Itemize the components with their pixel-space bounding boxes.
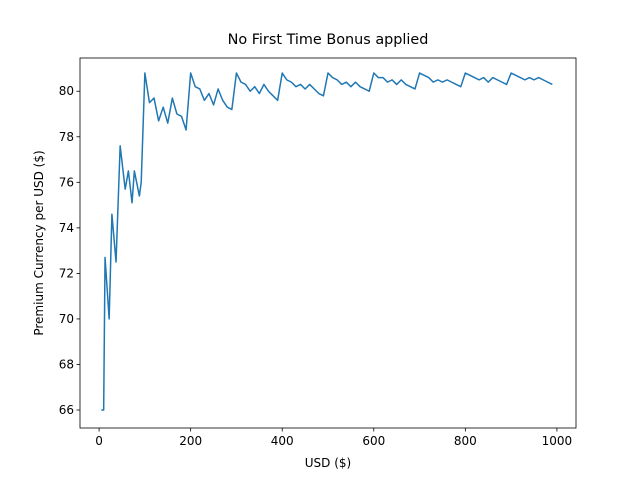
plot-frame — [79, 57, 577, 429]
x-axis-label: USD ($) — [305, 456, 351, 470]
y-axis-label: Premium Currency per USD ($) — [32, 150, 46, 335]
y-tick-label: 70 — [59, 312, 74, 326]
line — [101, 72, 553, 411]
x-tick-label: 600 — [362, 434, 385, 448]
y-tick-label: 68 — [59, 357, 74, 371]
x-tick-label: 800 — [454, 434, 477, 448]
x-tick-label: 0 — [95, 434, 103, 448]
chart-title: No First Time Bonus applied — [228, 32, 429, 48]
y-tick-label: 78 — [59, 130, 74, 144]
y-tick-label: 72 — [59, 266, 74, 280]
x-tick-label: 400 — [271, 434, 294, 448]
x-tick-label: 200 — [179, 434, 202, 448]
y-tick-label: 74 — [59, 221, 74, 235]
y-tick-label: 80 — [59, 84, 74, 98]
y-tick-label: 66 — [59, 403, 74, 417]
y-tick-label: 76 — [59, 175, 74, 189]
x-tick-label: 1000 — [542, 434, 573, 448]
